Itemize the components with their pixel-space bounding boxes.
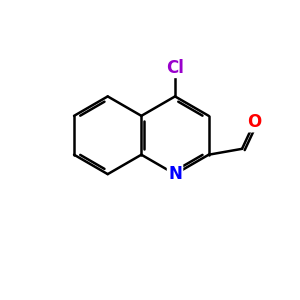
Text: O: O [248, 113, 262, 131]
Text: N: N [168, 165, 182, 183]
Text: Cl: Cl [166, 59, 184, 77]
